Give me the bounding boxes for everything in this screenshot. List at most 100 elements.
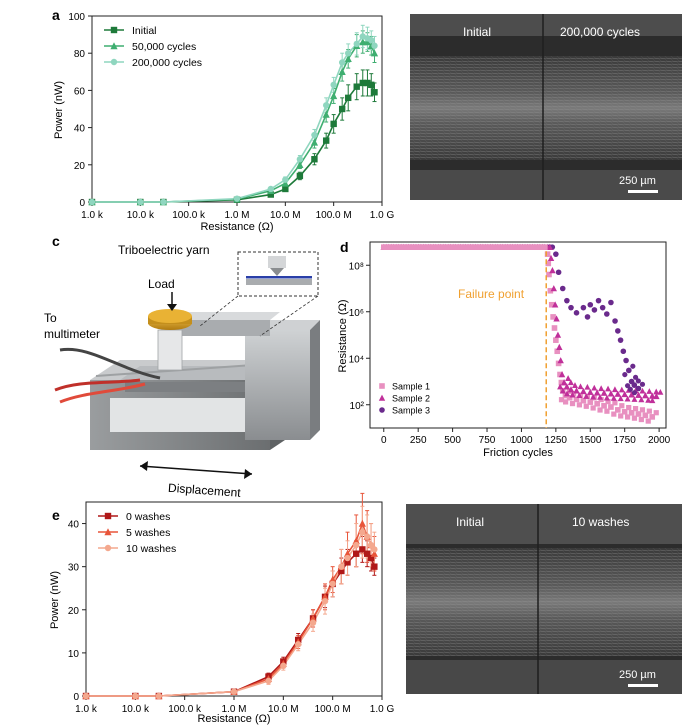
data-point [569,391,576,398]
data-point [367,554,375,562]
x-tick-label: 750 [479,435,496,446]
data-point [608,299,614,306]
data-point [558,397,565,403]
x-tick-label: 10.0 M [270,210,301,221]
data-point [639,381,646,387]
chart-d-frame [369,241,667,429]
data-point [607,390,614,397]
data-point [545,260,552,267]
data-point [653,388,660,395]
data-point [649,392,656,399]
data-point [311,131,318,139]
data-point [310,138,319,146]
data-point [624,414,631,420]
chart-e-ylabel: Power (nW) [49,571,61,629]
data-point [604,311,610,317]
data-point [282,185,289,193]
data-point [280,662,287,670]
data-point [550,285,557,292]
y-tick-label: 10 [68,649,80,660]
data-point [542,244,548,250]
data-point [622,409,628,415]
data-point [587,301,594,308]
data-point [631,396,638,402]
apparatus-meter-label-2: multimeter [44,327,100,341]
apparatus-displacement-label: Displacement [168,481,242,500]
data-point [559,285,566,292]
data-point [620,348,627,355]
data-point [610,394,617,401]
data-point [621,391,628,397]
x-tick-label: 100.0 M [316,210,352,221]
data-point [558,371,566,378]
data-point [296,156,304,163]
data-point [546,271,552,278]
data-point [296,161,304,168]
y-tick-label: 0 [73,692,79,703]
y-tick-label: 60 [74,86,86,97]
data-point [603,394,610,401]
data-point [363,550,371,557]
x-tick-label: 10.0 k [127,210,155,221]
data-point [267,185,274,193]
data-point [557,357,564,364]
data-point [567,379,574,386]
data-point [551,325,558,331]
chart-d-ylabel: Resistance (Ω) [337,299,349,372]
x-tick-label: 0 [381,435,387,446]
data-point [587,399,593,405]
x-tick-label: 100.0 M [315,704,351,715]
apparatus-illustration [54,251,320,479]
legend-label: 10 washes [126,543,176,555]
data-point [294,641,302,648]
data-point [363,533,371,540]
data-point [604,408,610,414]
sem-b-right-caption: 200,000 cycles [560,25,640,39]
data-point [617,395,624,402]
data-point [368,81,375,89]
data-point [638,416,644,423]
data-point [367,541,375,549]
data-point [631,415,638,421]
data-point [583,393,590,399]
data-point [550,314,556,320]
data-point [635,385,642,392]
legend-marker [379,407,385,413]
data-point [649,397,656,404]
data-point [624,395,631,402]
data-point [558,379,565,386]
data-point [359,38,367,46]
data-point [155,692,163,700]
data-point [628,391,635,398]
data-point [612,318,618,324]
data-point [590,405,596,411]
sem-image-f [406,504,682,694]
data-point [626,404,632,411]
data-point [547,254,555,262]
data-point [546,243,554,250]
sem-f-scale-label: 250 µm [619,669,656,681]
x-tick-label: 250 [410,435,427,446]
data-point [132,692,139,700]
x-tick-label: 100.0 k [172,210,206,221]
data-point [567,395,573,401]
data-point [597,407,603,413]
data-point [584,314,591,320]
chart-d-legend: Sample 1 Sample 2 Sample 3 [378,382,430,416]
legend-marker [110,42,118,50]
data-point [639,387,646,394]
data-point [330,120,337,128]
data-point [353,541,360,549]
data-point [618,413,624,419]
data-point [624,383,631,389]
x-tick-label: 1.0 M [224,210,249,221]
data-point [580,388,587,394]
data-point [329,575,337,583]
data-point [617,337,624,343]
data-point [576,402,582,408]
data-point [311,156,318,163]
series-line [86,530,376,697]
apparatus-yarn-label: Triboelectric yarn [118,243,210,257]
legend-label: Sample 1 [392,382,430,392]
